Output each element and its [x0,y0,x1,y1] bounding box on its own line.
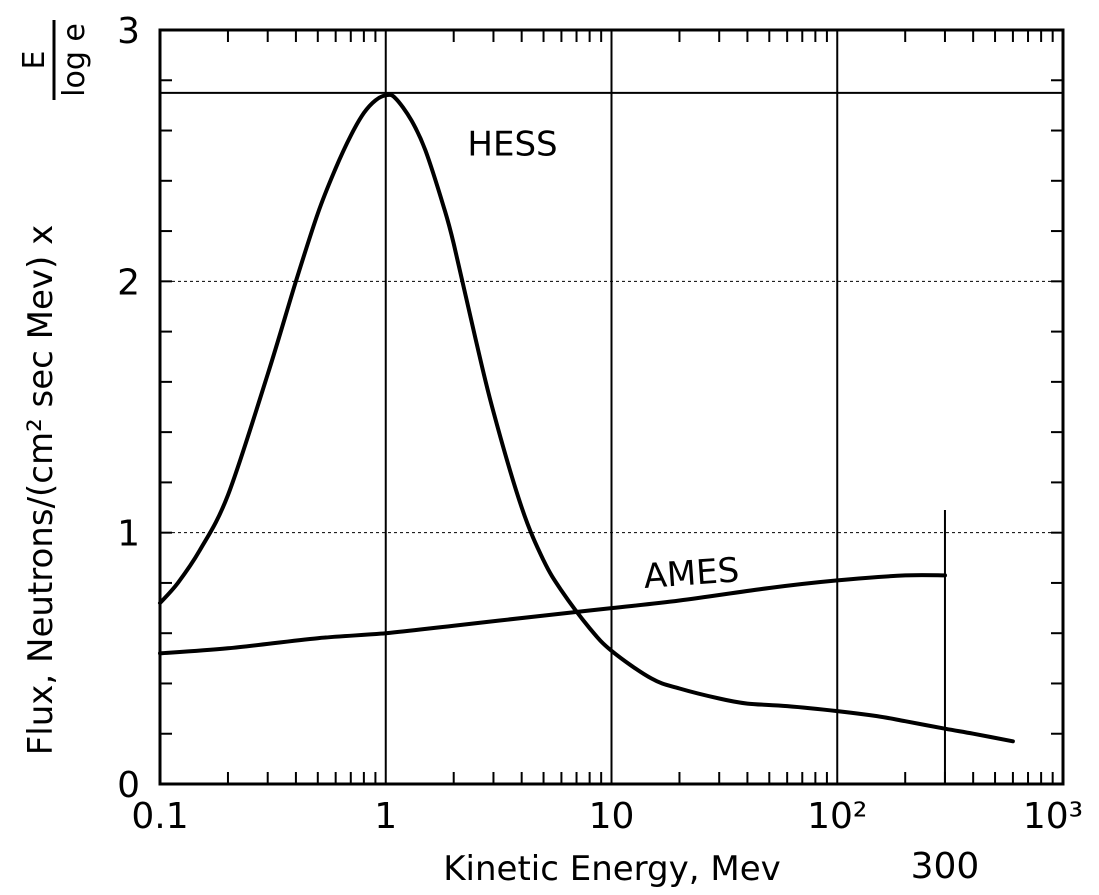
x-tick-label: 10 [589,796,635,837]
grid [159,30,1064,784]
y-axis-label: Flux, Neutrons/(cm² sec Mev) x E log e [17,20,92,755]
y-axis-label-text: Flux, Neutrons/(cm² sec Mev) x [21,225,61,756]
x-axis-label: Kinetic Energy, Mev [443,849,781,889]
y-tick-label: 1 [117,514,140,555]
x-tick-label: 0.1 [131,796,188,837]
y-axis-label-fraction-numerator: E [17,51,52,70]
series-lines [158,92,1015,744]
y-tick-label: 0 [117,765,140,806]
ames-curve-label: AMES [642,550,740,597]
x-tick-label: 10³ [1023,796,1083,837]
tick-labels: 0.1 1 10 10² 10³ 300 0 1 2 3 [117,11,1083,887]
y-tick-label: 2 [117,262,140,303]
y-axis-label-fraction-denominator: log e [57,23,92,97]
hess-curve-label: HESS [467,125,557,165]
axis-ticks [160,30,1063,784]
series-line-hess [158,92,1015,744]
x-tick-label: 1 [374,796,397,837]
x-tick-label: 10² [807,796,867,837]
series-line-ames [158,573,947,656]
y-tick-label: 3 [117,11,140,52]
plot-frame [158,28,1065,786]
x-tick-label-300: 300 [911,846,980,887]
